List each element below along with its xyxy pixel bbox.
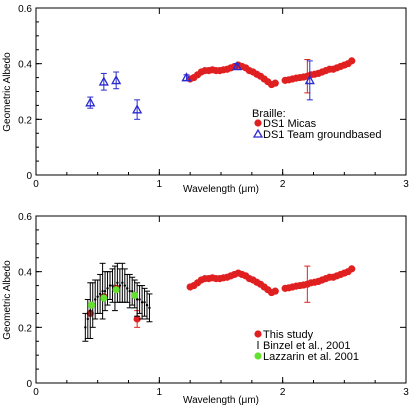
data-point <box>112 286 120 294</box>
data-point <box>101 289 104 293</box>
legend-entry: DS1 Micas <box>263 118 317 130</box>
data-point <box>133 315 141 323</box>
x-tick-label: 3 <box>403 387 409 398</box>
data-point <box>181 72 192 82</box>
legend-entry: Binzel et al., 2001 <box>263 340 350 352</box>
data-point <box>135 298 139 301</box>
data-point <box>140 301 144 304</box>
x-tick-label: 0 <box>33 179 39 190</box>
y-tick-label: 0.4 <box>18 268 32 279</box>
x-tick-label: 2 <box>280 387 286 398</box>
data-point <box>106 287 109 290</box>
bottom-marks <box>82 262 356 342</box>
y-tick-label: 0.4 <box>18 60 32 71</box>
data-point <box>123 284 127 287</box>
data-point <box>118 284 122 287</box>
data-point <box>85 97 96 107</box>
data-point <box>138 298 141 301</box>
top-panel: Wavelength (μm) Geometric Albedo Braille… <box>2 4 409 195</box>
data-point <box>84 326 87 329</box>
data-point <box>100 294 108 302</box>
x-tick-label: 1 <box>157 387 163 398</box>
bottom-ticks: 0 1 2 3 0 0.2 0.4 0.6 <box>18 212 409 398</box>
legend-entry: DS1 Team groundbased <box>263 129 381 141</box>
data-point <box>111 75 122 85</box>
y-tick-label: 0 <box>26 171 32 182</box>
data-point <box>126 287 129 290</box>
legend-entry: This study <box>263 329 314 341</box>
data-point <box>96 295 99 298</box>
top-plot-frame <box>35 7 407 176</box>
y-tick-label: 0 <box>26 379 32 390</box>
x-tick-label: 3 <box>403 179 409 190</box>
data-point <box>98 76 109 86</box>
data-point <box>271 287 279 295</box>
top-marks <box>85 57 356 120</box>
x-tick-label: 0 <box>33 387 39 398</box>
data-point <box>86 317 90 321</box>
x-tick-label: 1 <box>157 179 163 190</box>
data-point <box>271 79 279 87</box>
data-point <box>94 298 97 301</box>
legend-marker <box>252 128 264 138</box>
data-point <box>348 57 356 65</box>
legend-entry: Lazzarin et al. 2001 <box>263 351 359 363</box>
data-point <box>98 292 102 296</box>
legend-marker <box>254 352 262 360</box>
bottom-panel: Wavelength (μm) Geometric Albedo This st… <box>2 212 409 406</box>
data-point <box>143 301 146 304</box>
data-point <box>131 289 134 293</box>
data-point <box>348 265 356 273</box>
top-y-axis-label: Geometric Albedo <box>2 52 13 132</box>
y-tick-label: 0.6 <box>18 212 32 223</box>
y-tick-label: 0.2 <box>18 323 32 334</box>
legend-marker <box>254 119 262 127</box>
data-point <box>131 291 139 299</box>
data-point <box>121 281 124 284</box>
data-point <box>148 306 151 310</box>
y-tick-label: 0.2 <box>18 115 32 126</box>
data-point <box>103 289 107 293</box>
top-x-axis-label: Wavelength (μm) <box>183 184 259 195</box>
data-point <box>304 75 315 85</box>
data-point <box>116 281 119 284</box>
data-point <box>132 104 143 114</box>
data-point <box>111 284 114 287</box>
data-point <box>231 61 243 71</box>
x-tick-label: 2 <box>280 179 286 190</box>
bottom-y-axis-label: Geometric Albedo <box>2 260 13 340</box>
data-point <box>145 303 149 307</box>
top-ticks: 0 1 2 3 0 0.2 0.4 0.6 <box>18 4 409 190</box>
y-tick-label: 0.6 <box>18 4 32 15</box>
data-point <box>89 309 92 312</box>
data-point <box>87 301 96 309</box>
legend-marker <box>254 330 262 338</box>
data-point <box>108 284 112 287</box>
bottom-x-axis-label: Wavelength (μm) <box>183 395 259 406</box>
data-point <box>128 289 131 293</box>
top-legend-heading: Braille: <box>252 108 286 120</box>
